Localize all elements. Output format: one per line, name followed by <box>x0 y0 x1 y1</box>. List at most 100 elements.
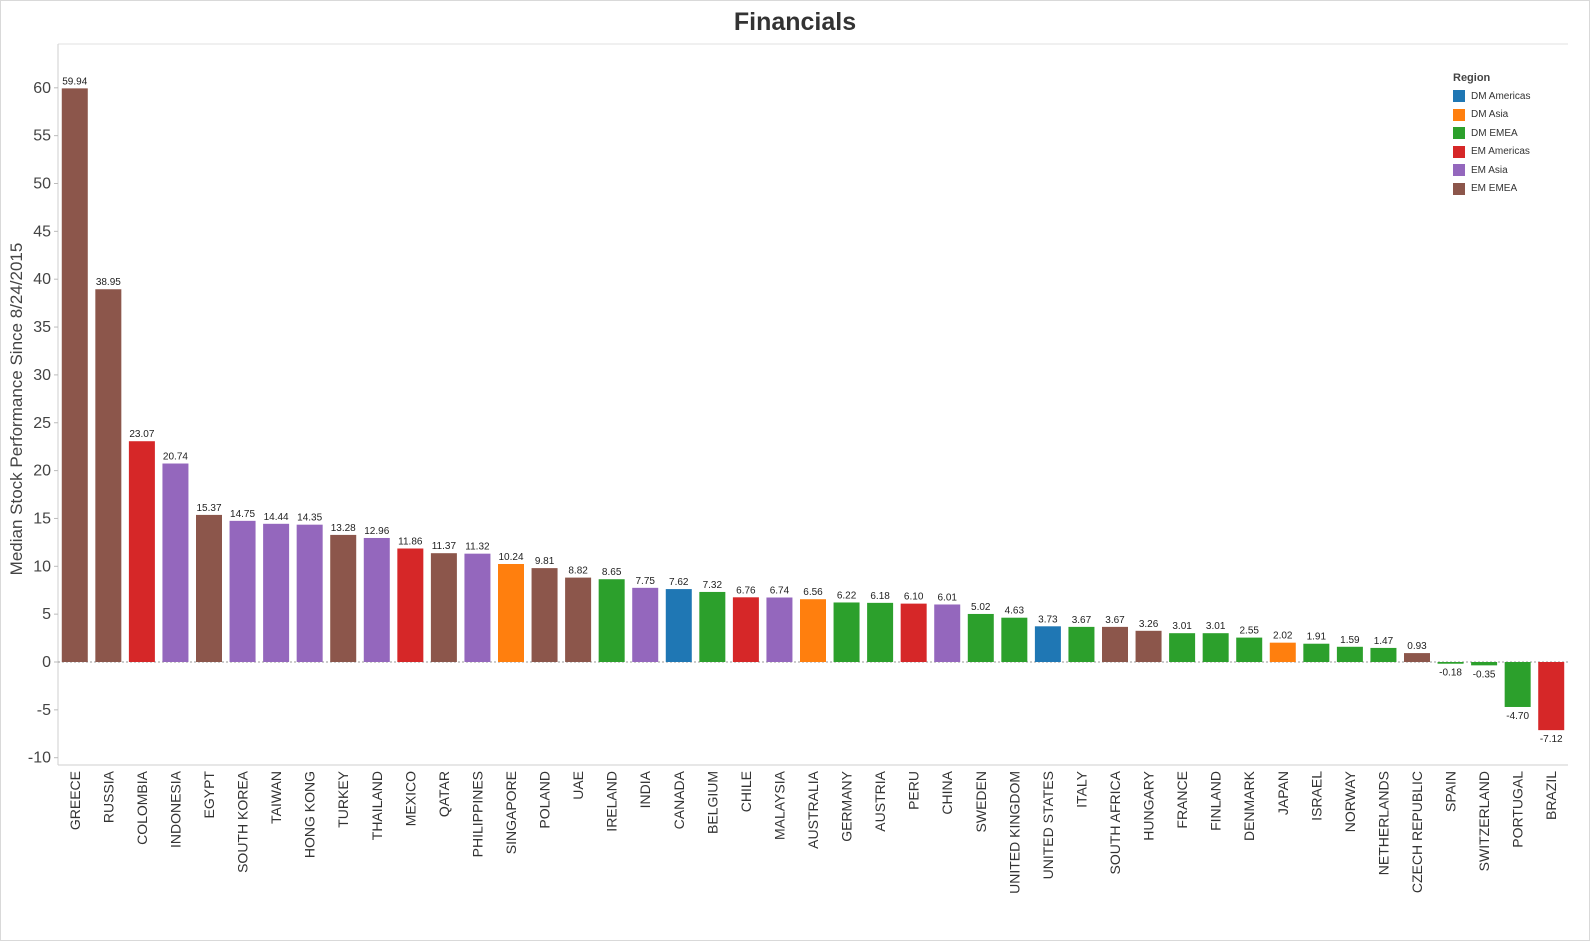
data-label: 3.01 <box>1172 621 1192 632</box>
bar-colombia <box>128 441 155 662</box>
bar-turkey <box>330 534 357 662</box>
bar-sweden <box>967 613 994 662</box>
data-label: 6.74 <box>770 585 790 596</box>
data-label: 7.75 <box>635 576 655 587</box>
bar-malaysia <box>766 597 793 662</box>
data-label: -0.18 <box>1439 668 1462 679</box>
data-label: 2.55 <box>1239 626 1259 637</box>
y-tick-label: -5 <box>37 702 51 719</box>
data-label: -0.35 <box>1473 669 1496 680</box>
data-label: 14.75 <box>230 509 255 520</box>
bar-netherlands <box>1370 647 1397 662</box>
bar-france <box>1169 633 1196 662</box>
bar-greece <box>61 88 88 662</box>
x-tick-label: CANADA <box>671 770 687 829</box>
data-label: -4.70 <box>1506 711 1529 722</box>
data-label: 10.24 <box>498 552 523 563</box>
bar-south-africa <box>1102 626 1128 662</box>
labels-group: 59.94 GREECE 38.95 RUSSIA 23.07 COLOMBIA 20.74… <box>62 76 1563 894</box>
x-tick-label: UNITED KINGDOM <box>1006 771 1022 894</box>
x-tick-label: CHINA <box>939 770 955 814</box>
bar-uae <box>565 577 592 662</box>
x-tick-label: IRELAND <box>604 771 620 832</box>
legend-items: DM Americas DM Asia DM EMEA EM Americas EM A… <box>1453 87 1530 198</box>
x-tick-label: MEXICO <box>402 771 418 826</box>
y-axis-label: Median Stock Performance Since 8/24/2015 <box>7 243 26 576</box>
data-label: 13.28 <box>331 523 356 534</box>
x-tick-label: COLOMBIA <box>134 770 150 845</box>
x-tick-label: GREECE <box>67 771 83 830</box>
legend-swatch <box>1453 164 1465 177</box>
x-tick-label: TURKEY <box>335 770 351 827</box>
bar-poland <box>531 568 558 662</box>
bar-norway <box>1336 646 1363 662</box>
bar-spain <box>1437 662 1464 664</box>
bar-egypt <box>196 514 222 662</box>
data-label: 11.37 <box>432 541 457 552</box>
bar-germany <box>833 602 860 662</box>
x-tick-label: INDONESIA <box>167 770 183 848</box>
x-tick-label: SWEDEN <box>973 771 989 832</box>
x-tick-label: HONG KONG <box>302 771 318 858</box>
x-tick-label: FINLAND <box>1208 771 1224 831</box>
data-label: 3.01 <box>1206 621 1226 632</box>
data-label: 23.07 <box>129 429 154 440</box>
data-label: 1.59 <box>1340 635 1360 646</box>
data-label: 2.02 <box>1273 631 1293 642</box>
legend-label: DM Americas <box>1471 90 1531 102</box>
x-tick-label: SOUTH KOREA <box>235 770 251 873</box>
legend: Region DM Americas DM Asia DM EMEA EM Ameri… <box>1453 72 1530 198</box>
bar-taiwan <box>263 523 290 662</box>
legend-swatch <box>1453 145 1465 158</box>
bar-singapore <box>498 564 524 662</box>
bar-united-kingdom <box>1001 617 1028 662</box>
legend-swatch <box>1453 182 1465 195</box>
data-label: 7.32 <box>703 580 723 591</box>
y-tick-label: 40 <box>33 271 51 288</box>
x-tick-label: FRANCE <box>1174 771 1190 829</box>
bar-peru <box>900 603 927 662</box>
legend-label: EM Americas <box>1471 146 1530 158</box>
bar-japan <box>1269 642 1296 662</box>
legend-swatch <box>1453 90 1465 103</box>
data-label: 11.32 <box>465 542 490 553</box>
data-label: 6.56 <box>803 587 823 598</box>
data-label: 6.10 <box>904 592 924 603</box>
bar-chile <box>732 597 759 662</box>
x-tick-label: GERMANY <box>839 770 855 841</box>
data-label: 59.94 <box>62 76 87 87</box>
x-tick-label: EGYPT <box>201 771 217 819</box>
x-tick-label: ISRAEL <box>1308 771 1324 821</box>
data-label: 1.91 <box>1307 632 1327 643</box>
data-label: 15.37 <box>196 503 221 514</box>
bar-philippines <box>464 553 491 662</box>
data-label: 14.44 <box>264 512 289 523</box>
bar-denmark <box>1236 637 1263 662</box>
x-tick-label: BELGIUM <box>704 771 720 834</box>
x-tick-label: NORWAY <box>1342 770 1358 832</box>
legend-label: DM Asia <box>1471 109 1509 121</box>
legend-item: EM EMEA <box>1453 180 1530 199</box>
bar-israel <box>1303 643 1330 662</box>
x-tick-label: PHILIPPINES <box>469 771 485 857</box>
data-label: 14.35 <box>297 513 322 524</box>
legend-label: EM Asia <box>1471 164 1508 176</box>
x-tick-label: CZECH REPUBLIC <box>1409 771 1425 893</box>
bar-united-states <box>1034 626 1061 662</box>
x-tick-label: ITALY <box>1073 770 1089 807</box>
x-tick-label: PORTUGAL <box>1510 771 1526 848</box>
chart-title: Financials <box>733 8 857 36</box>
data-label: 5.02 <box>971 602 991 613</box>
y-tick-label: 15 <box>33 510 51 527</box>
x-tick-label: SOUTH AFRICA <box>1107 770 1123 874</box>
bar-mexico <box>397 548 424 662</box>
data-label: 20.74 <box>163 452 188 463</box>
bar-czech-republic <box>1404 653 1430 662</box>
x-tick-label: JAPAN <box>1275 771 1291 815</box>
legend-item: EM Asia <box>1453 161 1530 180</box>
bar-belgium <box>699 591 726 662</box>
legend-swatch <box>1453 127 1465 140</box>
x-tick-label: HUNGARY <box>1141 770 1157 840</box>
